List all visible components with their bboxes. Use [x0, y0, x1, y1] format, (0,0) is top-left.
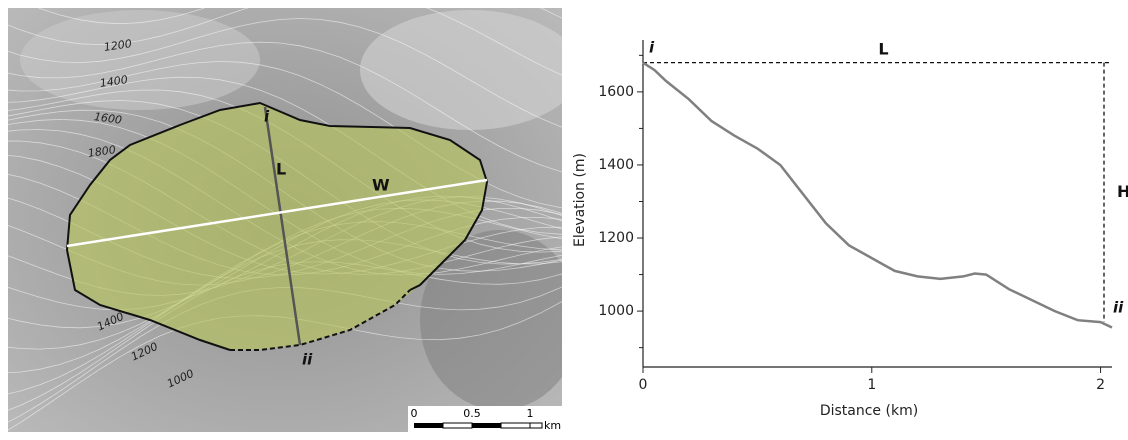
- annotation: i: [649, 39, 655, 57]
- scale-label: 0.5: [463, 407, 481, 420]
- annotation: L: [878, 40, 888, 59]
- scale-label: 1: [527, 407, 534, 420]
- length-label: L: [276, 160, 286, 179]
- map: 1200 1400 1600 1800 1400 1200 1000 i ii …: [0, 0, 580, 435]
- point-label: ii: [302, 351, 313, 369]
- x-tick-label: 1: [867, 377, 876, 393]
- y-tick-label: 1400: [598, 157, 634, 173]
- terrain-shade: [20, 10, 260, 110]
- y-tick-label: 1000: [598, 303, 634, 319]
- x-tick-label: 2: [1096, 377, 1105, 393]
- scale-unit: km: [544, 419, 561, 432]
- profile-chart: Elevation (m) Distance (km) 1000 1200 1400…: [572, 39, 1128, 420]
- x-axis-label: Distance (km): [820, 403, 918, 419]
- scale-label: 0: [411, 407, 418, 420]
- scale-bar: [414, 423, 542, 428]
- width-label: W: [372, 176, 390, 195]
- y-tick-label: 1600: [598, 84, 634, 100]
- scale-segment: [472, 423, 501, 428]
- annotation: ii: [1113, 299, 1124, 317]
- scale-segment: [414, 423, 443, 428]
- scale-segment: [530, 423, 542, 428]
- profile-line: [643, 63, 1112, 328]
- scale-segment: [501, 423, 530, 428]
- y-tick-label: 1200: [598, 230, 634, 246]
- annotation: H: [1117, 182, 1128, 201]
- y-axis-label: Elevation (m): [572, 153, 588, 247]
- x-tick-label: 0: [639, 377, 648, 393]
- scale-segment: [443, 423, 472, 428]
- point-label: i: [264, 108, 270, 126]
- figure: 1200 1400 1600 1800 1400 1200 1000 i ii …: [0, 0, 1128, 436]
